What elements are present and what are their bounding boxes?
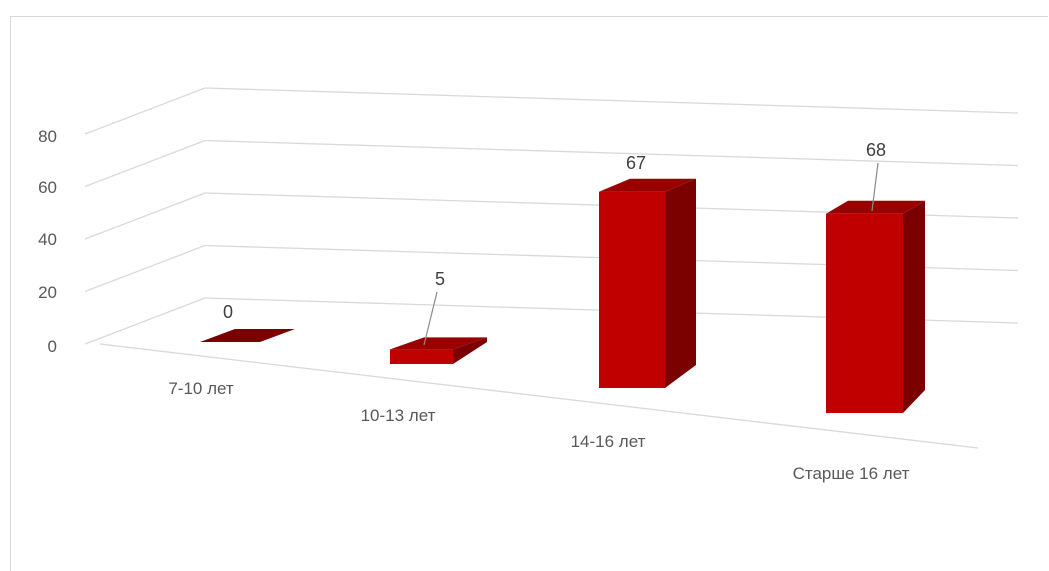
gridline-side bbox=[84, 139, 206, 188]
data-labels: 0 5 67 68 bbox=[223, 140, 886, 322]
gridline-side bbox=[84, 297, 206, 345]
category-label: 7-10 лет bbox=[168, 379, 234, 398]
data-label: 68 bbox=[866, 140, 886, 160]
data-label: 67 bbox=[626, 153, 646, 173]
category-label: 10-13 лет bbox=[361, 406, 436, 425]
y-tick-label: 60 bbox=[38, 178, 57, 197]
floor-edge bbox=[99, 343, 979, 449]
bar-side bbox=[903, 200, 925, 413]
bar-side bbox=[453, 337, 487, 364]
data-label: 0 bbox=[223, 302, 233, 322]
y-axis-ticks: 0 20 40 60 80 bbox=[38, 127, 57, 356]
gridline-side bbox=[84, 244, 206, 293]
bar-front bbox=[390, 349, 453, 364]
bar-top bbox=[599, 178, 696, 192]
x-axis-categories: 7-10 лет 10-13 лет 14-16 лет Старше 16 л… bbox=[168, 379, 909, 483]
y-tick-label: 80 bbox=[38, 127, 57, 146]
bar-front bbox=[826, 213, 903, 413]
label-leader bbox=[423, 291, 438, 346]
gridline-side bbox=[84, 192, 206, 240]
bar-top bbox=[826, 200, 925, 214]
gridline-side bbox=[84, 87, 206, 135]
bar-top bbox=[390, 337, 487, 350]
label-leaders bbox=[423, 162, 879, 346]
chart-frame bbox=[10, 16, 1048, 571]
data-label: 5 bbox=[435, 269, 445, 289]
y-tick-label: 40 bbox=[38, 230, 57, 249]
y-tick-label: 0 bbox=[48, 337, 57, 356]
gridline bbox=[204, 139, 1019, 167]
bar-top bbox=[200, 329, 295, 342]
bar-front bbox=[599, 191, 665, 388]
bars bbox=[200, 178, 925, 413]
y-tick-label: 20 bbox=[38, 283, 57, 302]
category-label: Старше 16 лет bbox=[793, 464, 910, 483]
label-leader bbox=[871, 162, 879, 212]
category-label: 14-16 лет bbox=[571, 432, 646, 451]
bar-side bbox=[665, 178, 696, 388]
gridline bbox=[204, 87, 1019, 114]
